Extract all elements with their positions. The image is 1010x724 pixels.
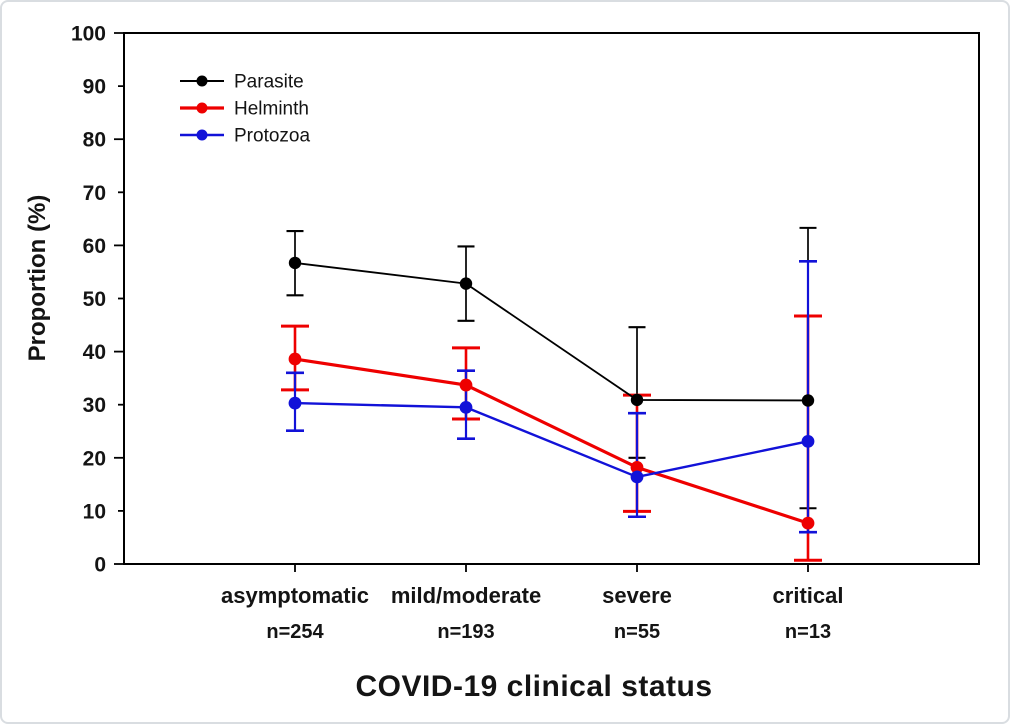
- legend-label-parasite: Parasite: [234, 72, 304, 93]
- data-point-protozoa-critical: [801, 434, 815, 448]
- y-tick-label: 20: [83, 447, 106, 470]
- series-line-protozoa: [294, 401, 809, 479]
- x-category-label: asymptomatic: [221, 583, 369, 608]
- data-point-helminth-asymptomatic: [288, 352, 302, 366]
- y-tick-label: 40: [83, 341, 106, 364]
- y-tick-label: 60: [83, 235, 106, 258]
- y-tick-label: 0: [94, 554, 106, 577]
- data-point-parasite-critical: [801, 394, 815, 407]
- y-tick-label: 80: [83, 129, 106, 152]
- data-point-helminth-severe: [630, 460, 644, 474]
- n-label: n=254: [266, 621, 324, 643]
- series-line-helminth: [294, 357, 809, 525]
- x-category-label: mild/moderate: [391, 583, 541, 608]
- y-axis-title: Proportion (%): [24, 194, 51, 362]
- n-label: n=55: [614, 621, 660, 643]
- data-point-parasite-asymptomatic: [288, 256, 302, 270]
- y-tick-label: 30: [83, 394, 106, 417]
- legend-marker-protozoa: [196, 129, 208, 141]
- data-point-protozoa-mild/moderate: [459, 400, 473, 414]
- legend-label-helminth: Helminth: [234, 99, 309, 120]
- data-point-helminth-mild/moderate: [459, 378, 473, 392]
- y-tick-label: 10: [83, 500, 106, 523]
- x-axis-title: COVID-19 clinical status: [355, 670, 713, 703]
- legend-marker-helminth: [196, 102, 208, 114]
- data-point-parasite-mild/moderate: [459, 277, 473, 290]
- data-point-helminth-critical: [801, 516, 815, 530]
- y-tick-label: 100: [71, 23, 106, 46]
- y-tick-label: 90: [83, 76, 106, 99]
- legend-marker-parasite: [196, 75, 208, 87]
- series-line-parasite: [294, 262, 809, 402]
- x-category-label: severe: [602, 583, 672, 608]
- y-tick-label: 50: [83, 288, 106, 311]
- data-point-protozoa-severe: [630, 470, 644, 484]
- x-category-label: critical: [773, 583, 844, 608]
- n-label: n=193: [437, 621, 494, 643]
- data-point-parasite-severe: [630, 393, 644, 407]
- data-point-protozoa-asymptomatic: [288, 396, 302, 410]
- legend-label-protozoa: Protozoa: [234, 126, 310, 147]
- y-tick-label: 70: [83, 182, 106, 205]
- n-label: n=13: [785, 621, 831, 643]
